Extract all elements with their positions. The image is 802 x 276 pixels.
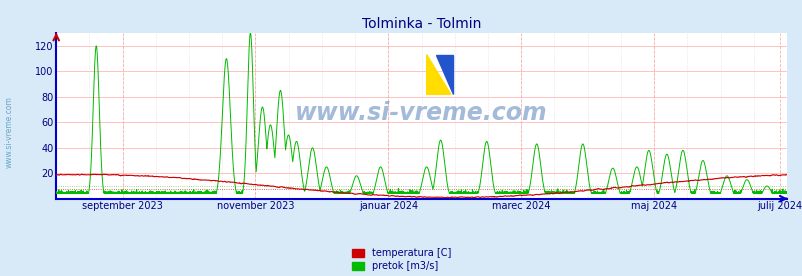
Polygon shape <box>426 55 450 94</box>
Legend: temperatura [C], pretok [m3/s]: temperatura [C], pretok [m3/s] <box>351 248 451 271</box>
Polygon shape <box>435 55 452 94</box>
Text: www.si-vreme.com: www.si-vreme.com <box>295 101 547 124</box>
Text: www.si-vreme.com: www.si-vreme.com <box>5 97 14 168</box>
Title: Tolminka - Tolmin: Tolminka - Tolmin <box>362 17 480 31</box>
